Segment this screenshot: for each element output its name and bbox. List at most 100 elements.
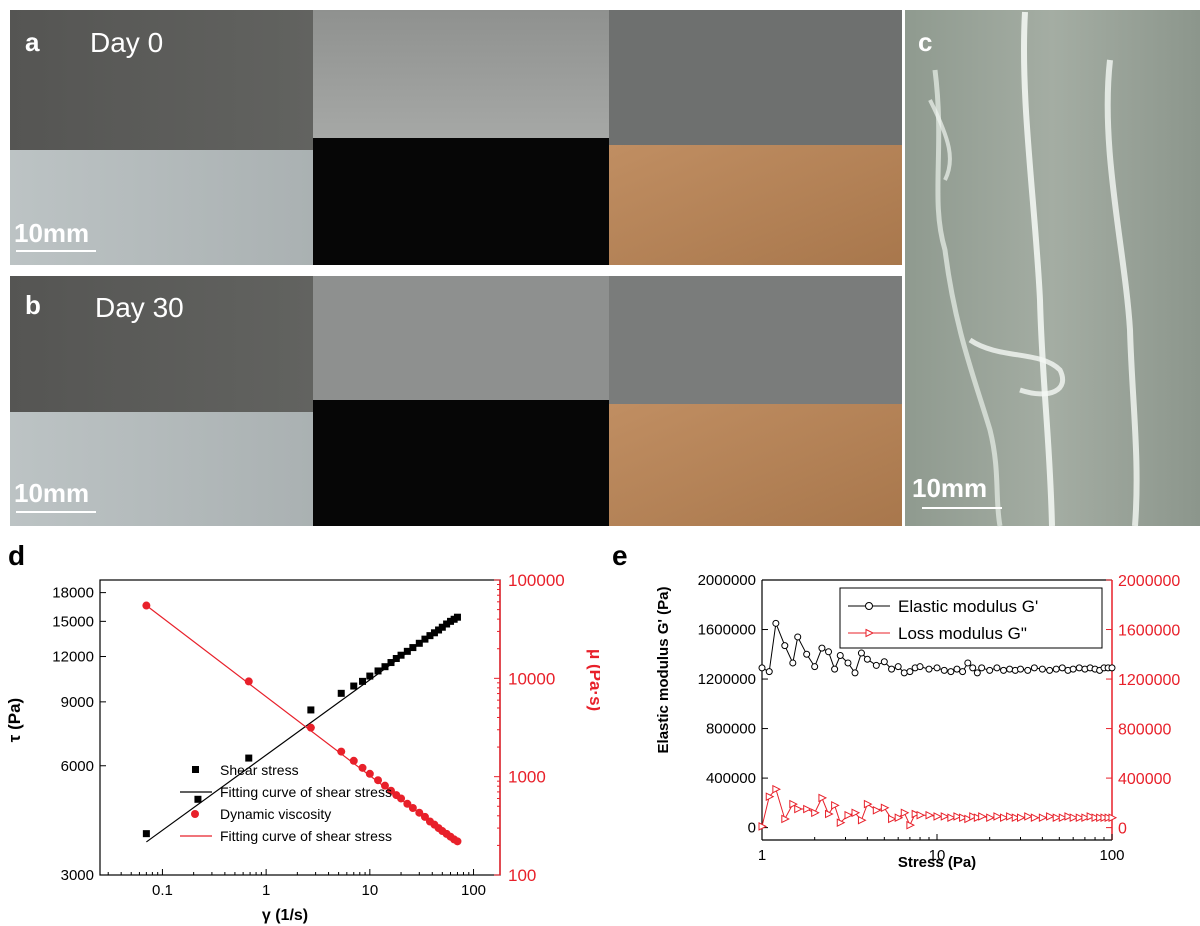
chart-e-legend-marker	[865, 602, 873, 610]
chart-d-viscosity-point	[403, 799, 412, 808]
chart-e-loss-point	[1100, 813, 1110, 823]
panel-b-day-label: Day 30	[95, 292, 184, 323]
chart-d-viscosity-point	[306, 723, 315, 732]
chart-e-elastic-point	[872, 661, 880, 669]
chart-d-legend: Shear stress Fitting curve of shear stres…	[180, 762, 392, 844]
chart-e-loss-point	[906, 820, 916, 830]
chart-e-y-label-left: Elastic modulus G' (Pa)	[655, 587, 672, 754]
chart-d-shear-point	[381, 663, 389, 671]
chart-d-shear-point	[438, 623, 446, 631]
chart-e-elastic-point	[857, 649, 865, 657]
chart-e-elastic-point	[1058, 664, 1066, 672]
chart-d-shear-point	[430, 629, 438, 637]
chart-d-shear-point	[415, 639, 423, 647]
chart-e-elastic-point	[863, 655, 871, 663]
chart-d-y-left-tick-label: 12000	[52, 649, 94, 666]
chart-e-y-right-tick-label: 0	[1118, 821, 1127, 838]
panel-c-scale-label: 10mm	[912, 473, 988, 503]
chart-e-loss-point	[781, 814, 790, 824]
chart-e-axes: 1 10 100 0 400000 800000 1200000 1600000 2000000…	[698, 572, 1181, 864]
chart-d-x-tick-label: 100	[461, 882, 486, 899]
chart-e-loss-point	[851, 808, 861, 818]
chart-e-loss-point	[978, 812, 987, 821]
chart-d-shear-point	[392, 654, 400, 662]
panel-a-photos	[10, 10, 902, 265]
chart-e-y-left-tick-label: 2000000	[698, 572, 756, 589]
chart-e-loss-point	[953, 812, 963, 821]
chart-d-shear-point	[374, 667, 382, 675]
chart-d-legend-marker	[192, 766, 199, 773]
chart-e-elastic-point	[933, 664, 941, 672]
chart-e-loss-point	[894, 813, 904, 823]
chart-e-y-left-tick-label: 1200000	[698, 671, 756, 688]
chart-e-loss-point	[888, 814, 897, 824]
chart-d-y-left-tick-label: 6000	[61, 758, 94, 775]
chart-e-elastic-point	[772, 619, 780, 627]
chart-e: 1 10 100 0 400000 800000 1200000 1600000 2000000…	[655, 572, 1181, 871]
panel-b-letter: b	[25, 290, 41, 320]
chart-e-loss-point	[857, 815, 867, 825]
chart-d-shear-point	[194, 795, 202, 803]
chart-e-loss-point	[1081, 813, 1091, 823]
chart-e-loss-point	[1086, 812, 1096, 821]
chart-e-loss-point	[1064, 812, 1074, 821]
chart-e-loss-point	[964, 814, 973, 824]
chart-e-elastic-point	[1052, 665, 1060, 673]
chart-d-shear-point	[443, 620, 451, 628]
chart-e-loss-point	[831, 801, 840, 810]
chart-d-viscosity-point	[408, 804, 417, 813]
chart-e-loss-point	[1108, 813, 1118, 823]
chart-e-loss-point	[1038, 813, 1048, 823]
chart-e-loss-point	[1030, 813, 1040, 823]
chart-e-elastic-point	[1024, 666, 1032, 674]
chart-d-viscosity-point	[453, 837, 462, 846]
chart-e-loss-point	[811, 808, 820, 818]
panel-c-scale-bar	[922, 507, 1002, 509]
chart-d-shear-point	[435, 626, 443, 634]
panel-a-scale-bar	[16, 250, 96, 252]
chart-e-elastic-point	[811, 663, 819, 671]
chart-e-loss-point	[794, 804, 803, 814]
chart-d-viscosity-point	[386, 786, 395, 795]
chart-e-loss-point	[825, 809, 834, 819]
chart-d-y-label-right: μ (Pa·s)	[586, 649, 600, 711]
chart-e-loss-point	[925, 810, 935, 820]
chart-d-y-left-tick-label: 9000	[61, 694, 94, 711]
chart-e-elastic-point	[1069, 665, 1077, 673]
chart-d-y-label-left: τ (Pa)	[5, 698, 24, 742]
chart-e-elastic-point	[851, 669, 859, 677]
chart-e-loss-point	[836, 818, 846, 827]
chart-e-x-tick-label: 1	[758, 847, 766, 864]
chart-e-y-right-tick-label: 1600000	[1118, 623, 1180, 640]
chart-e-x-tick-label: 10	[929, 847, 946, 864]
chart-e-elastic-point	[947, 668, 955, 676]
chart-e-loss-point	[872, 805, 882, 815]
chart-e-loss-point	[1075, 813, 1085, 823]
chart-e-elastic-point	[765, 668, 773, 676]
chart-e-y-right-tick-label: 800000	[1118, 722, 1171, 739]
chart-e-loss-point	[900, 808, 910, 818]
chart-d-y-right-tick-label: 100	[508, 866, 536, 885]
chart-e-elastic-point	[973, 669, 981, 677]
chart-e-elastic-point	[1038, 665, 1046, 673]
chart-d-points	[142, 601, 462, 846]
panel-b-scale-bar	[16, 511, 96, 513]
chart-e-loss-point	[993, 812, 1003, 821]
chart-d-x-tick-label: 0.1	[152, 882, 173, 899]
chart-e-elastic-point	[916, 663, 924, 671]
chart-d-y-right-tick-label: 10000	[508, 669, 555, 688]
chart-e-y-right-tick-label: 1200000	[1118, 672, 1180, 689]
chart-d-viscosity-point	[415, 808, 424, 817]
chart-d-legend-label: Dynamic viscosity	[220, 806, 331, 822]
chart-e-elastic-point	[758, 664, 766, 672]
chart-d-shear-point	[426, 632, 434, 640]
chart-e-elastic-point	[969, 664, 977, 672]
chart-e-elastic-point	[978, 664, 986, 672]
chart-e-legend-label: Loss modulus G"	[898, 624, 1027, 643]
chart-d-x-label: γ (1/s)	[262, 907, 308, 924]
chart-e-loss-point	[880, 803, 890, 813]
chart-d-axes: 0.1 1 10 100 3000 6000 9000 12000 15000 18000 100 1…	[52, 571, 564, 899]
chart-e-loss-point	[916, 810, 926, 820]
chart-d-shear-point	[453, 613, 461, 621]
chart-e-loss-point	[940, 812, 950, 821]
